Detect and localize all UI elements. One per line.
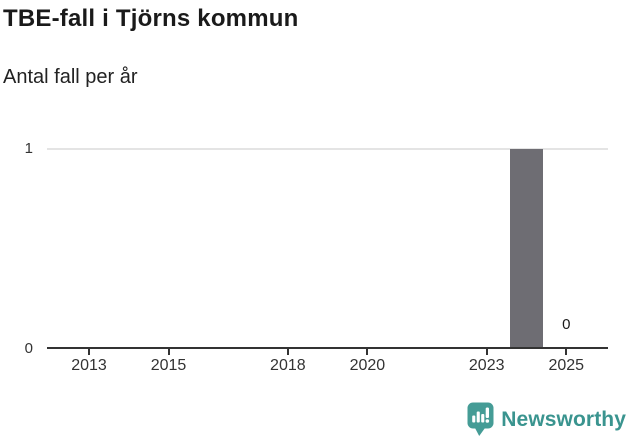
x-tick-label-2013: 2013	[71, 357, 107, 374]
chart-title: TBE-fall i Tjörns kommun	[3, 5, 299, 32]
newsworthy-logo-link[interactable]: Newsworthy	[467, 402, 626, 437]
x-tick-mark-2023	[485, 349, 488, 355]
chart-subtitle: Antal fall per år	[3, 66, 138, 88]
brand-wordmark: Newsworthy	[501, 407, 626, 431]
x-tick-mark-2025	[565, 349, 568, 355]
x-tick-label-2025: 2025	[548, 357, 585, 374]
x-tick-mark-2018	[286, 349, 289, 355]
x-tick-mark-2015	[167, 349, 170, 355]
newsworthy-speech-bubble-bar-chart-icon	[467, 402, 494, 436]
gridline-y1	[47, 148, 608, 150]
y-tick-label-0: 0	[24, 340, 33, 357]
x-tick-mark-2020	[366, 349, 369, 355]
x-tick-label-2023: 2023	[468, 357, 505, 374]
x-tick-label-2020: 2020	[349, 357, 386, 374]
x-tick-mark-2013	[88, 349, 90, 355]
x-tick-label-2018: 2018	[270, 357, 306, 374]
x-tick-label-2015: 2015	[150, 357, 187, 374]
bar-2024	[509, 149, 543, 347]
value-label-2025: 0	[562, 316, 571, 333]
x-axis-line	[47, 347, 608, 349]
y-tick-label-1: 1	[24, 140, 33, 157]
